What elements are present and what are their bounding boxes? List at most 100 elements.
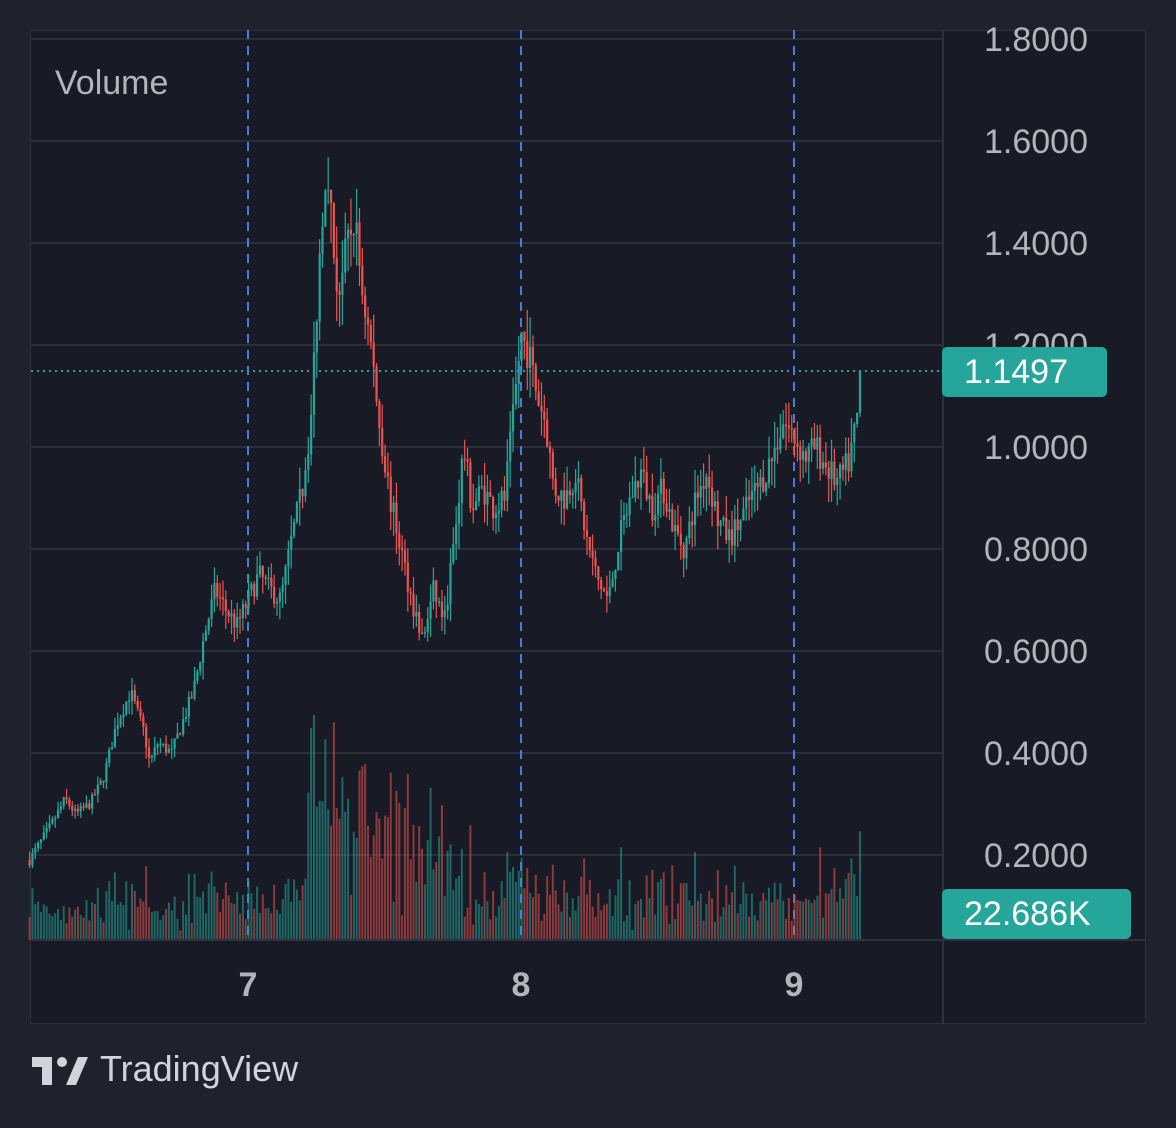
volume-bar [312,715,315,940]
candle-body [611,579,614,588]
candle-body [31,853,34,866]
volume-bar [549,894,552,940]
volume-bar [108,881,111,940]
candle-body [37,842,40,849]
volume-bar [111,900,114,940]
candle-body [99,780,102,785]
volume-bar [844,879,847,940]
price-axis[interactable]: 0.20000.40000.60000.80001.00001.20001.40… [984,21,1088,875]
candle-body [369,324,372,343]
candle-body [674,525,677,532]
volume-bar [293,879,296,940]
candle-body [625,514,628,516]
volume-bar [810,902,813,940]
volume-bar [310,727,313,940]
volume-bar [512,866,515,940]
candle-body [364,295,367,318]
candle-body [739,520,742,531]
volume-bar [574,910,577,940]
candle-body [56,809,60,819]
candle-body [472,508,475,511]
last-price-badge: 1.1497 [942,347,1107,397]
volume-bar [449,844,452,940]
volume-bar [162,915,165,940]
candle-body [810,438,813,446]
candle-body [858,370,862,413]
candle-body [765,482,768,492]
volume-bar [224,882,227,940]
candle-body [426,618,429,633]
candle-body [45,827,48,833]
candle-body [238,616,242,619]
candle-body [193,680,196,699]
candle-body [298,489,301,503]
candle-body [182,718,185,735]
volume-bar [509,871,512,940]
volume-bar [133,891,136,940]
time-axis[interactable]: 7 8 9 [239,966,804,1004]
candle-body [639,469,643,488]
candle-body [648,495,651,499]
candle-body [386,472,390,477]
candle-body [358,222,361,266]
candle-body [307,454,310,471]
candle-body [850,442,853,472]
volume-bar [150,912,153,940]
volume-bar [176,918,179,940]
volume-bar [287,878,290,940]
candle-body [219,596,222,599]
candle-body [705,476,708,489]
volume-bar [42,904,45,940]
volume-bar [241,894,244,940]
volume-bar [375,812,378,940]
candle-body [355,222,358,234]
volume-bar [384,815,387,940]
candle-body [349,229,353,235]
volume-bar [472,924,475,940]
candle-body [747,496,751,500]
volume-bar [819,847,822,940]
volume-bar [762,893,765,940]
tradingview-branding[interactable]: TradingView [30,1048,298,1090]
volume-bar [631,930,634,940]
volume-bar [389,772,392,940]
candle-body [153,747,156,757]
volume-bar [642,917,645,940]
volume-bar [608,889,611,940]
volume-bar [486,901,489,940]
candle-body [267,577,270,580]
candle-body [403,550,407,563]
candle-body [329,189,333,204]
candle-body [65,797,68,800]
volume-bar [534,874,537,940]
volume-bar [401,915,404,940]
candle-body [455,524,458,544]
volume-bar [34,904,37,940]
volume-bar [284,883,287,940]
candle-body [585,530,589,537]
volume-bar [88,920,91,940]
volume-bar [836,902,839,940]
volume-bar [37,901,40,940]
volume-bar [364,764,367,940]
candle-body [511,404,515,432]
volume-bar [438,836,441,940]
candle-body [551,452,554,479]
volume-bar [554,890,557,940]
volume-bar [767,887,770,940]
candle-body [301,489,304,497]
volume-bar [119,902,122,940]
volume-bar [153,911,156,940]
volume-bar [716,870,719,940]
candle-body [608,587,611,596]
candle-body [295,502,299,522]
candle-body [736,519,739,531]
volume-bar [136,907,139,940]
volume-bar [566,892,569,940]
volume-bar [423,884,426,940]
volume-bar [216,892,219,940]
candle-body [287,549,290,567]
candle-body [708,476,711,488]
candle-body [602,589,606,592]
